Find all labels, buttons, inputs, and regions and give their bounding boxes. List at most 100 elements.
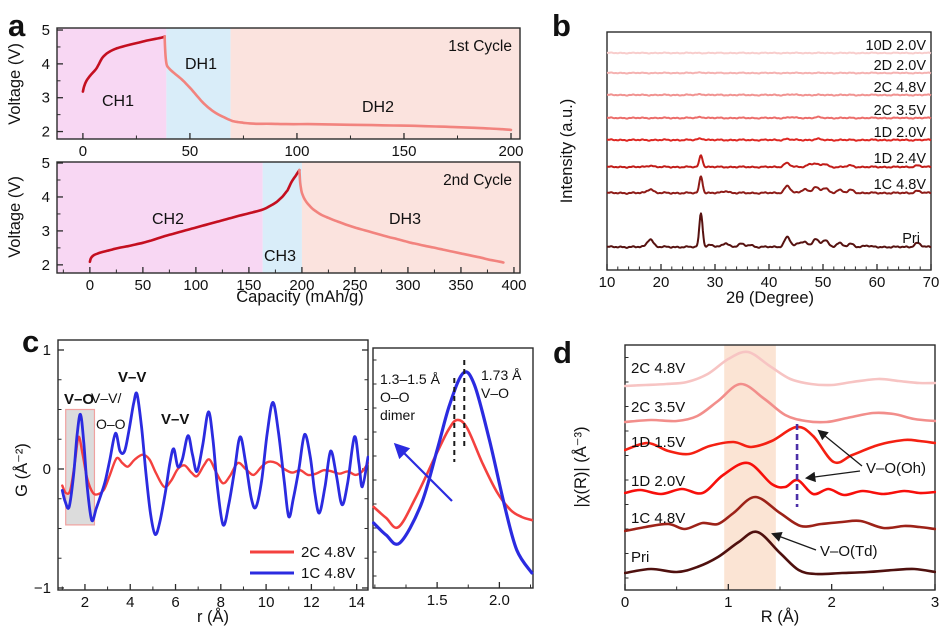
cycle-label: 2nd Cycle [443,172,512,189]
y-tick-label: 1 [43,342,51,359]
x-tick-label: 200 [498,143,523,160]
region-label-dh2: DH2 [362,99,394,116]
y-tick-label: 3 [42,90,50,107]
xrd-curve-Pri [606,212,932,249]
x-tick-label: 10 [599,274,616,291]
annotation-text: dimer [380,407,415,423]
panel-letter-a: a [8,8,26,43]
y-tick-label: −1 [34,580,51,597]
region-dh2 [230,28,520,139]
panel-letter-c: c [22,324,39,359]
x-tick-label: 14 [348,594,365,611]
curve-label: Pri [631,549,649,566]
x-tick-label: 70 [923,274,940,291]
x-tick-label: 60 [869,274,886,291]
series-2C 4.8V zoom [372,418,534,530]
x-tick-label: 1 [724,594,732,611]
curve-label: Pri [902,231,920,247]
panel-letter-d: d [553,335,572,370]
plot-frame [56,27,521,140]
series-1C 4.8V [60,391,369,536]
curve-1C 4.8V [624,495,936,533]
x-tick-label: 10 [258,594,275,611]
y-tick-label: 4 [42,56,50,73]
x-axis-label: 2θ (Degree) [726,289,814,307]
annotation-arrow-0 [817,429,863,467]
annotation-text: V–O(Oh) [866,460,926,477]
annotation-text: V–V [161,411,189,428]
x-tick-label: 150 [391,143,416,160]
x-tick-label: 100 [183,277,208,294]
curve-label: 1D 1.5V [631,434,685,451]
series-charge-1 [81,35,166,93]
chart-d: 0 1 2 3 2C 4.8V 2C 3.5V 1D 1.5V 1D 2.0V 1C 4.8V P… [571,344,939,626]
xrd-curve-1D 2.0V [606,137,932,142]
x-tick-label: 200 [289,277,314,294]
x-tick-label: 400 [501,277,526,294]
curve-2C 3.5V [624,382,936,424]
y-axis-label: Voltage (V) [6,43,24,125]
region-dh3 [301,162,520,273]
x-axis-label: R (Å) [761,607,800,626]
cycle-label: 1st Cycle [448,38,512,55]
y-axis-label: |χ(R)| (Å⁻³) [571,427,590,508]
curve-label: 10D 2.0V [866,38,927,54]
x-tick-label: 12 [303,594,320,611]
series-discharge-2 [298,168,505,264]
y-tick-label: 2 [42,257,50,274]
annotation-text: V–V [118,369,146,386]
curve-1D 1.5V [624,425,936,465]
x-tick-label: 6 [171,594,179,611]
curve-label: 1D 2.0V [874,125,927,141]
curve-1D 2.0V [624,461,936,497]
region-label-ch3: CH3 [264,248,296,265]
annotation-arrow-0 [393,442,453,502]
x-tick-label: 2 [827,594,835,611]
region-label-dh1: DH1 [185,56,217,73]
x-axis-label: Capacity (mAh/g) [236,288,363,306]
x-tick-label: 150 [236,277,261,294]
plot-frame [372,347,534,589]
curve-label: 1D 2.0V [631,473,685,490]
y-tick-label: 4 [42,189,50,206]
xrd-curve-2C 4.8V [606,93,932,97]
legend-label: 1C 4.8V [301,565,355,582]
panel-letter-b: b [552,8,571,43]
plot-frame [56,161,521,274]
curve-label: 2C 4.8V [874,80,927,96]
curve-label: 2C 3.5V [874,103,927,119]
series-charge-2 [88,168,301,264]
y-tick-label: 0 [43,461,51,478]
curve-label: 2C 3.5V [631,399,685,416]
annotation-text: 1.3–1.5 Å [380,371,441,387]
y-tick-label: 5 [42,22,50,39]
annotation-text: V–O [64,391,94,408]
annotation-arrow-2 [771,532,817,551]
series-1C 4.8V zoom [372,370,534,575]
curves-b [606,51,932,249]
x-tick-label: 40 [761,274,778,291]
xrd-curve-1C 4.8V [606,175,932,195]
region-label-ch1: CH1 [102,93,134,110]
xrd-curve-2C 3.5V [606,115,932,120]
xrd-curve-2D 2.0V [606,71,932,75]
curves-a-bottom [88,168,505,264]
x-tick-label: 2.0 [489,592,510,609]
curve-2C 4.8V [624,350,936,388]
annotation-text: O–O [96,416,126,432]
region-dh1 [166,28,231,139]
x-tick-label: 100 [284,143,309,160]
curve-label: 2C 4.8V [631,360,685,377]
annotation-text: V–V/ [91,390,121,406]
x-tick-label: 50 [135,277,152,294]
x-tick-label: 350 [448,277,473,294]
x-tick-label: 4 [126,594,134,611]
x-tick-label: 20 [653,274,670,291]
curve-label: 1D 2.4V [874,151,927,167]
y-axis-label: Voltage (V) [6,176,24,258]
x-tick-label: 50 [182,143,199,160]
x-tick-label: 30 [707,274,724,291]
